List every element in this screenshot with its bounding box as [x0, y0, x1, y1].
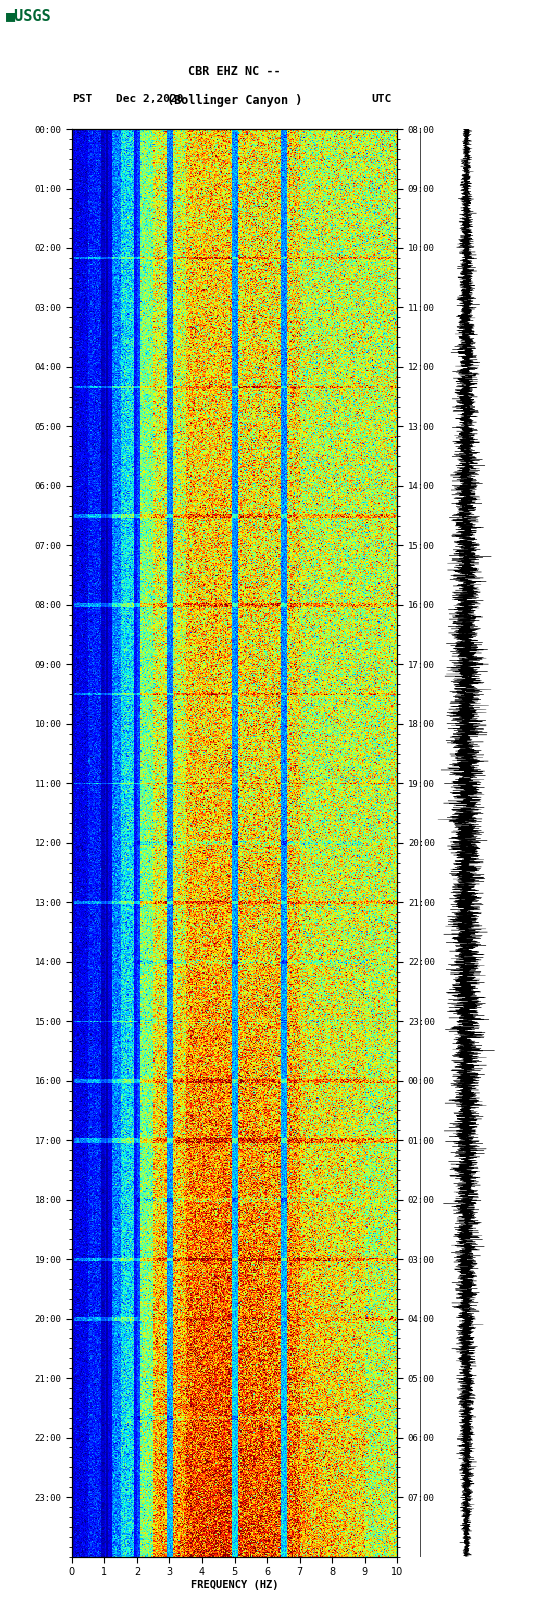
Text: Dec 2,2020: Dec 2,2020	[116, 94, 183, 103]
X-axis label: FREQUENCY (HZ): FREQUENCY (HZ)	[191, 1579, 278, 1590]
Text: ■USGS: ■USGS	[6, 8, 51, 23]
Text: (Bollinger Canyon ): (Bollinger Canyon )	[167, 94, 302, 106]
Text: UTC: UTC	[371, 94, 392, 103]
Text: PST: PST	[72, 94, 92, 103]
Text: CBR EHZ NC --: CBR EHZ NC --	[188, 65, 281, 77]
